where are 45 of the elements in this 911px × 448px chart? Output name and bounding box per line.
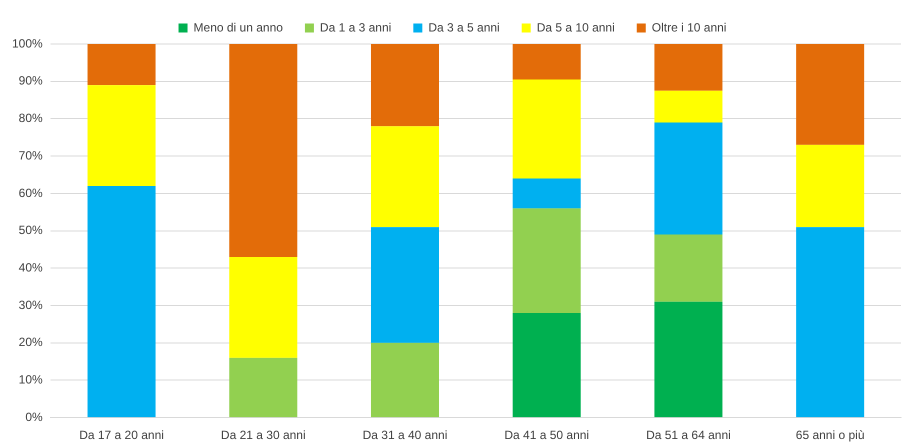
bar [512,178,581,208]
bar [512,44,581,80]
bar [88,186,156,418]
bar [796,144,864,228]
y-tick-label: 0% [25,410,44,424]
x-tick-label: 65 anni o più [796,428,865,442]
bar [796,227,864,418]
bar [512,79,581,178]
bar [654,90,722,122]
bar [370,342,439,418]
y-tick-label: 70% [18,148,44,162]
x-tick-label: Da 41 a 50 anni [504,428,590,442]
bar [229,44,298,257]
bar [654,234,722,302]
y-tick-label: 20% [18,335,44,350]
bar [370,227,439,343]
y-tick-label: 100% [12,36,44,50]
legend-label: Da 3 a 5 anni [428,20,500,34]
bar [654,122,722,235]
y-tick-label: 50% [18,223,44,238]
bar [88,85,156,186]
bar [370,126,439,228]
bar [229,358,298,418]
legend-label: Da 5 a 10 anni [536,20,615,34]
bar [654,302,722,418]
x-tick-label: Da 21 a 30 anni [220,428,306,442]
legend-label: Da 1 a 3 anni [320,20,392,34]
bar [229,256,298,358]
y-tick-label: 80% [18,111,44,126]
bar [88,44,156,86]
bar [654,44,722,91]
bar [370,44,439,126]
legend-label: Meno di un anno [194,20,284,34]
x-tick-label: Da 31 a 40 anni [362,428,448,442]
y-tick-label: 40% [18,260,44,274]
y-tick-label: 30% [18,298,44,312]
x-tick-label: Da 17 a 20 anni [79,428,164,442]
y-tick-label: 10% [18,372,44,387]
y-tick-label: 90% [18,74,44,88]
bar [512,208,581,313]
legend-label: Oltre i 10 anni [652,20,726,34]
bar [512,312,581,418]
y-tick-label: 60% [18,186,44,200]
bar [796,44,864,145]
x-tick-label: Da 51 a 64 anni [646,428,731,442]
